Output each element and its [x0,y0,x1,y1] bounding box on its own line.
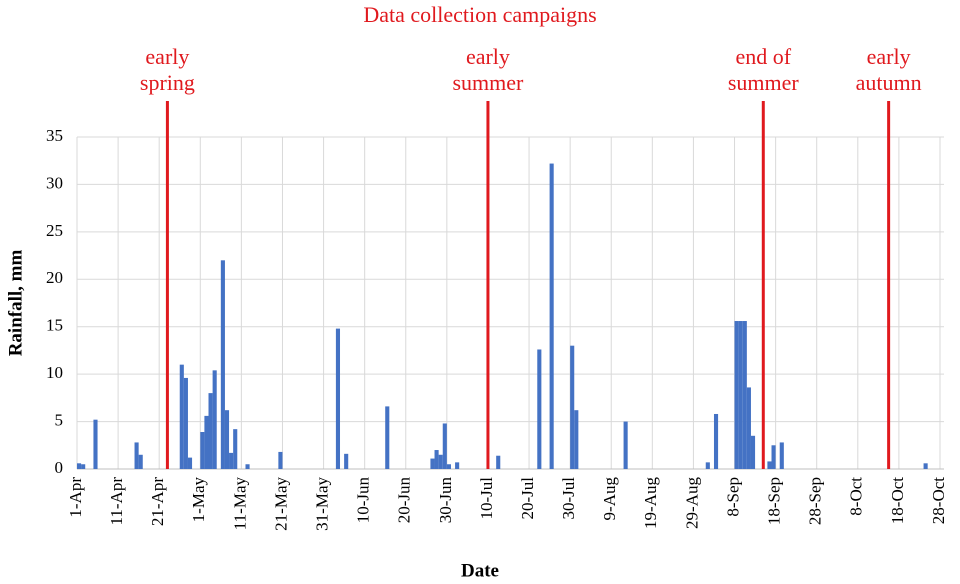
x-axis-title: Date [461,560,499,581]
bar [623,421,628,469]
x-tick-label: 20-Jul [518,477,537,520]
bar [713,413,719,469]
x-tick-label: 9-Aug [600,477,619,521]
x-tick-label: 18-Sep [765,477,784,525]
chart-title: Data collection campaigns [363,2,596,27]
campaign-label: early [466,44,510,69]
bar [455,462,460,469]
bar [344,453,349,469]
bar [81,464,86,469]
y-tick-label: 15 [46,316,63,335]
campaign-label: autumn [856,70,922,95]
bar [742,321,747,469]
x-tick-label: 21-May [271,477,290,531]
y-tick-label: 0 [55,458,64,477]
bar [750,435,756,469]
bar [430,458,435,469]
bar [212,370,217,469]
bar [233,429,238,469]
x-tick-label: 11-May [230,477,249,531]
bar [187,457,193,469]
y-tick-label: 5 [55,410,64,429]
x-tick-label: 19-Aug [641,477,660,529]
bar [278,451,283,469]
x-tick-label: 30-Jun [436,477,455,524]
x-tick-label: 31-May [312,477,331,531]
bar [138,454,143,469]
bar [496,455,501,469]
bar [574,410,579,469]
bar [771,445,776,469]
campaign-label: spring [140,70,195,95]
bar [537,349,542,469]
bar [442,423,447,469]
x-tick-label: 1-May [189,477,208,523]
bar [208,393,213,469]
campaign-label: summer [453,70,525,95]
bar [204,415,209,469]
x-tick-label: 21-Apr [148,477,167,526]
bar [220,260,225,469]
x-tick-label: 11-Apr [107,477,126,526]
bar [335,328,341,469]
x-tick-label: 28-Sep [806,477,825,525]
x-tick-label: 8-Sep [723,477,742,517]
bar [767,461,772,469]
bar [779,442,784,469]
y-tick-label: 30 [46,173,63,192]
y-tick-label: 20 [46,268,63,287]
y-tick-label: 25 [46,221,63,240]
bar [446,464,451,469]
bar [385,406,390,469]
x-tick-label: 8-Oct [847,477,866,516]
x-tick-label: 28-Oct [929,477,948,524]
y-axis-title: Rainfall, mm [5,250,26,357]
campaign-label: end of [735,44,791,69]
bar [229,452,234,469]
bar [734,321,739,469]
bar [183,377,188,469]
x-tick-label: 30-Jul [559,477,578,520]
campaign-label: early [867,44,911,69]
bar [179,364,184,469]
bar [705,462,710,469]
bar [434,450,439,469]
x-tick-label: 10-Jul [477,477,496,520]
x-tick-label: 20-Jun [395,477,414,524]
bar [224,410,230,469]
x-tick-label: 10-Jun [354,477,373,524]
bar [746,387,751,469]
bar [570,345,575,469]
bar [134,442,139,469]
y-tick-label: 10 [46,363,63,382]
bar [738,321,743,469]
bar [77,463,82,469]
y-tick-label: 35 [46,126,63,145]
campaign-label: summer [728,70,800,95]
x-tick-label: 18-Oct [888,477,907,524]
bar [549,163,554,469]
bar [438,454,443,469]
x-tick-label: 29-Aug [682,477,701,529]
campaign-label: early [145,44,189,69]
bar [93,419,98,469]
bar [245,464,250,469]
bar [923,463,928,469]
bar [200,432,205,469]
x-tick-label: 1-Apr [66,477,85,518]
